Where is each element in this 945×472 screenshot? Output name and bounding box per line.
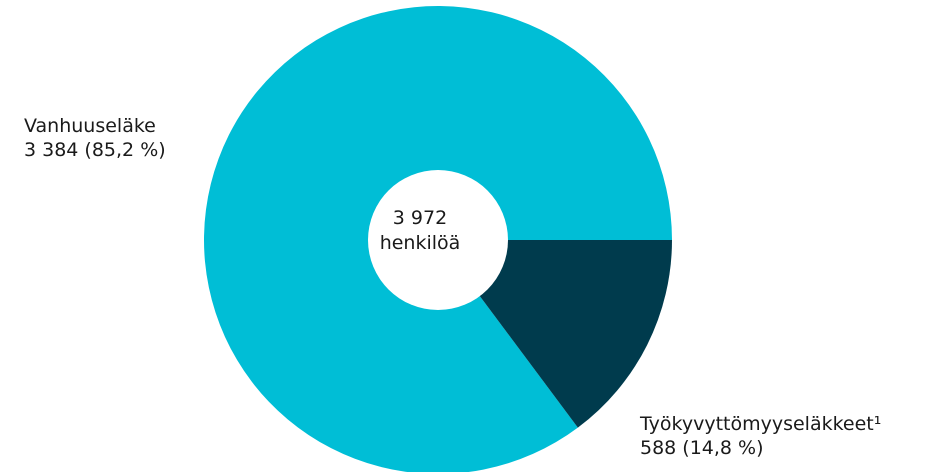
center-total: 3 972 (392, 207, 448, 229)
label-tyokyvyttomyyselakkeet-value: 588 (14,8 %) (640, 437, 764, 459)
donut-hole (368, 170, 508, 310)
label-vanhuuselake-value: 3 384 (85,2 %) (24, 139, 166, 161)
center-unit: henkilöä (379, 232, 461, 254)
label-vanhuuselake: Vanhuuseläke 3 384 (85,2 %) (24, 114, 166, 162)
label-tyokyvyttomyyselakkeet: Työkyvyttömyyseläkkeet¹ 588 (14,8 %) (640, 412, 881, 460)
center-label: 3 972 henkilöä (350, 206, 490, 256)
label-tyokyvyttomyyselakkeet-name: Työkyvyttömyyseläkkeet¹ (640, 413, 882, 435)
slice-tyokyvyttomyyselakkeet (438, 240, 672, 428)
label-vanhuuselake-name: Vanhuuseläke (24, 115, 156, 137)
